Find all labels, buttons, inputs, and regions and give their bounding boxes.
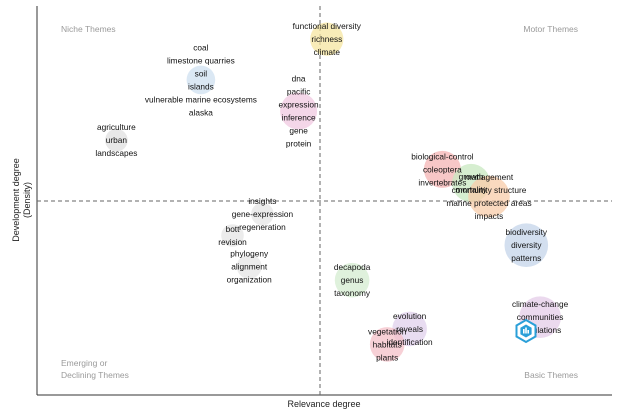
quadrant-label-niche: Niche Themes — [61, 24, 116, 34]
cluster-term-label: genus — [341, 275, 364, 285]
cluster-term-label: taxonomy — [334, 288, 371, 298]
cluster-term-label: coleoptera — [423, 164, 462, 174]
cluster-bubble — [236, 254, 262, 279]
cluster-term-label: revision — [218, 237, 247, 247]
bibliometrix-hexagon-icon — [515, 318, 537, 344]
cluster-term-label: islands — [188, 81, 214, 91]
cluster-term-label: evolution — [393, 311, 427, 321]
cluster-term-label: climate-change — [512, 299, 569, 309]
y-axis-subtitle: (Density) — [22, 182, 32, 218]
cluster-term-label: identification — [387, 337, 434, 347]
cluster-bubble — [504, 223, 549, 267]
cluster-term-label: marine protected areas — [446, 198, 531, 208]
cluster-term-label: management — [465, 172, 514, 182]
cluster-term-label: biological-control — [411, 151, 473, 161]
cluster-term-label: gene — [289, 126, 308, 136]
cluster-term-label: patterns — [511, 253, 541, 263]
cluster-bubble — [251, 202, 274, 226]
cluster-term-label: organization — [227, 275, 273, 285]
cluster-term-label: pacific — [287, 87, 311, 97]
cluster-term-label: growth — [459, 172, 484, 182]
cluster-term-label: climate — [314, 47, 341, 57]
cluster-term-label: community structure — [452, 185, 527, 195]
cluster-term-label: insights — [248, 196, 276, 206]
y-axis-title: Development degree — [11, 158, 21, 242]
cluster-term-label: habitats — [373, 339, 402, 349]
quadrant-label-emerging-2: Declining Themes — [61, 370, 129, 380]
cluster-term-label: diversity — [511, 240, 542, 250]
cluster-term-label: vulnerable marine ecosystems — [145, 94, 257, 104]
cluster-bubble — [221, 224, 244, 247]
cluster-term-label: populations — [519, 325, 561, 335]
cluster-term-label: vegetation — [368, 326, 407, 336]
cluster-bubble — [423, 150, 461, 188]
quadrant-label-motor: Motor Themes — [523, 24, 578, 34]
cluster-term-label: alaska — [189, 107, 213, 117]
cluster-term-label: expression — [279, 100, 320, 110]
x-axis-title: Relevance degree — [287, 399, 360, 409]
cluster-term-label: richness — [311, 34, 342, 44]
cluster-term-label: bott — [226, 224, 241, 234]
cluster-bubble — [105, 128, 128, 152]
cluster-bubble — [310, 22, 344, 56]
cluster-term-label: decapoda — [334, 262, 371, 272]
cluster-term-label: landscapes — [95, 148, 137, 158]
cluster-term-label: limestone quarries — [167, 55, 235, 65]
cluster-term-label: mortality — [455, 185, 487, 195]
cluster-bubble — [468, 175, 510, 218]
cluster-term-label: plants — [376, 352, 398, 362]
cluster-term-label: impacts — [475, 211, 504, 221]
cluster-term-label: alignment — [231, 262, 268, 272]
quadrant-label-basic: Basic Themes — [524, 370, 578, 380]
cluster-term-label: biodiversity — [506, 227, 548, 237]
cluster-term-label: functional diversity — [293, 21, 362, 31]
cluster-term-label: communities — [517, 312, 564, 322]
quadrant-label-emerging-1: Emerging or — [61, 358, 107, 368]
cluster-bubble — [369, 327, 405, 362]
cluster-term-label: protein — [286, 139, 312, 149]
cluster-bubble — [334, 262, 370, 298]
cluster-labels: functional diversity richness climate coal l… — [95, 21, 568, 362]
cluster-bubble — [280, 92, 318, 130]
cluster-term-label: dna — [292, 74, 306, 84]
cluster-bubble — [186, 65, 216, 95]
cluster-term-label: phylogeny — [230, 249, 269, 259]
cluster-term-label: coal — [193, 42, 208, 52]
cluster-term-label: inference — [282, 113, 317, 123]
cluster-term-label: soil — [195, 68, 208, 78]
cluster-term-label: agriculture — [97, 122, 136, 132]
cluster-term-label: urban — [106, 135, 128, 145]
cluster-term-label: reveals — [396, 324, 423, 334]
cluster-term-label: invertebrates — [418, 177, 466, 187]
cluster-term-label: regeneration — [239, 222, 286, 232]
cluster-term-label: gene-expression — [232, 209, 294, 219]
